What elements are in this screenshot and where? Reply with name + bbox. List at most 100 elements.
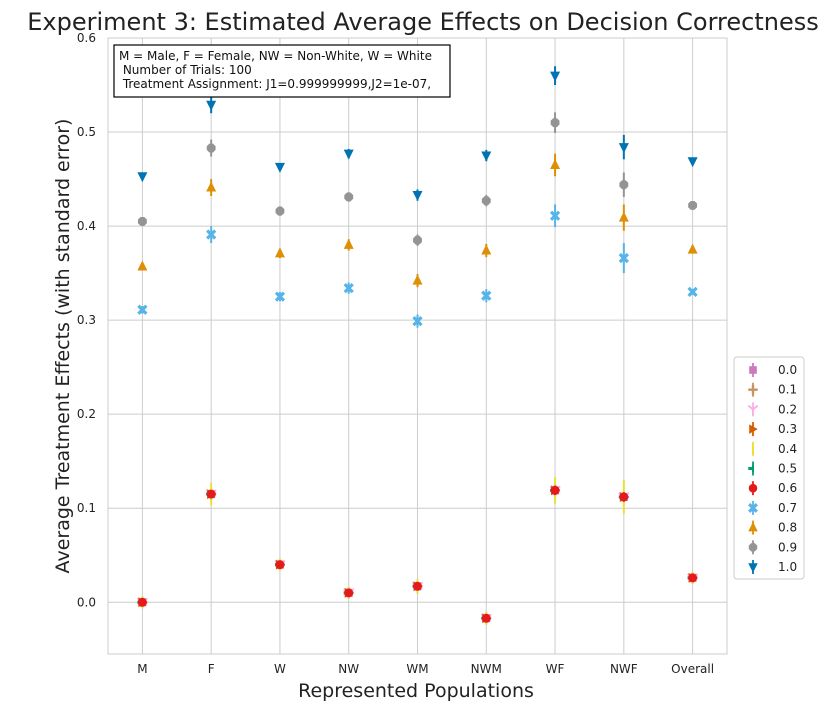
data-point (343, 283, 354, 294)
data-point (481, 613, 491, 623)
data-point (618, 211, 629, 222)
data-point (137, 216, 147, 226)
x-tick-label: W (274, 662, 286, 676)
y-tick-label: 0.3 (77, 313, 96, 327)
data-point (412, 274, 423, 285)
data-point (481, 151, 492, 162)
legend-frame (733, 356, 805, 580)
annotation-line-1: M = Male, F = Female, NW = Non-White, W … (119, 49, 432, 63)
legend-swatch (748, 520, 758, 535)
data-point (688, 573, 698, 583)
series-1.0 (137, 66, 698, 202)
legend-label: 1.0 (778, 560, 797, 574)
legend-swatch (747, 402, 759, 417)
legend-swatch (749, 363, 757, 377)
data-point (275, 206, 285, 216)
annotation-line-2: Number of Trials: 100 (119, 63, 252, 77)
data-point (274, 247, 285, 258)
data-point (687, 157, 698, 168)
legend: 0.0 0.1 0.2 0.3 0.4 0.5 0.6 0.7 0.8 0.9 1.0 (733, 356, 805, 580)
data-point (206, 229, 217, 240)
legend-item: 0.3 (749, 422, 797, 437)
x-tick-label: WM (406, 662, 428, 676)
series-0.7 (137, 204, 698, 328)
x-tick-label: M (137, 662, 147, 676)
data-point (550, 71, 561, 82)
data-point (137, 172, 148, 183)
x-axis-ticks: M F W NW WM NWM WF NWF Overall (137, 662, 714, 676)
data-point (343, 149, 354, 160)
data-point (618, 252, 629, 264)
data-point (687, 286, 698, 298)
data-point (206, 100, 217, 111)
data-point (481, 196, 491, 206)
legend-item: 0.5 (748, 461, 797, 476)
legend-label: 0.9 (778, 540, 797, 554)
data-point (206, 143, 216, 153)
chart-title: Experiment 3: Estimated Average Effects … (27, 8, 818, 36)
legend-swatch (749, 422, 758, 437)
data-point (137, 304, 148, 315)
data-point (137, 597, 147, 607)
data-point (275, 560, 285, 570)
legend-label: 0.8 (778, 521, 797, 535)
data-point (550, 118, 560, 128)
x-tick-label: NWM (471, 662, 502, 676)
data-point (413, 581, 422, 591)
y-tick-label: 0.6 (77, 31, 96, 45)
plot-area (107, 37, 728, 655)
data-point (206, 181, 217, 192)
x-tick-label: NWF (610, 662, 638, 676)
data-point (687, 243, 698, 254)
x-tick-label: NW (338, 662, 359, 676)
y-axis-label: Average Treatment Effects (with standard… (52, 119, 74, 574)
legend-item: 0.6 (748, 481, 797, 496)
x-tick-label: F (208, 662, 215, 676)
legend-label: 0.1 (778, 383, 797, 397)
x-tick-label: WF (546, 662, 565, 676)
legend-item: 0.8 (748, 520, 797, 535)
data-point (274, 162, 285, 173)
y-tick-label: 0.5 (77, 125, 96, 139)
x-axis-label: Represented Populations (298, 680, 534, 702)
legend-item: 1.0 (748, 560, 797, 574)
legend-label: 0.7 (778, 501, 797, 515)
data-point (618, 143, 629, 154)
data-point (550, 485, 560, 495)
legend-swatch (748, 382, 758, 397)
data-point (619, 492, 629, 502)
y-axis-ticks: 0.0 0.1 0.2 0.3 0.4 0.5 0.6 (77, 31, 96, 609)
data-point (206, 489, 216, 499)
data-point (549, 210, 561, 221)
data-point (343, 238, 354, 249)
data-point (481, 244, 492, 255)
y-tick-label: 0.2 (77, 407, 96, 421)
legend-label: 0.6 (778, 481, 797, 495)
series-markers (136, 66, 699, 625)
legend-swatch (748, 500, 758, 515)
annotation-line-3: Treatment Assignment: J1=0.999999999,J2=… (119, 77, 431, 91)
annotation-box: M = Male, F = Female, NW = Non-White, W … (113, 44, 451, 98)
legend-swatch (748, 461, 754, 476)
series-0.8 (137, 153, 698, 288)
legend-item: 0.0 (749, 363, 797, 377)
series-0.6 (137, 485, 698, 623)
data-point (137, 260, 148, 271)
data-point (412, 191, 423, 202)
data-point (413, 235, 422, 245)
legend-item: 0.1 (748, 382, 797, 397)
legend-label: 0.3 (778, 422, 797, 436)
data-point (688, 200, 698, 210)
data-point (344, 192, 354, 202)
y-tick-label: 0.1 (77, 501, 96, 515)
series-0.5 (137, 485, 694, 623)
legend-label: 0.2 (778, 402, 797, 416)
legend-item: 0.4 (752, 441, 797, 456)
y-tick-label: 0.4 (77, 219, 96, 233)
data-point (619, 180, 629, 190)
data-point (412, 315, 423, 327)
series-0.9 (137, 112, 698, 246)
legend-label: 0.0 (778, 363, 797, 377)
data-point (550, 158, 561, 169)
